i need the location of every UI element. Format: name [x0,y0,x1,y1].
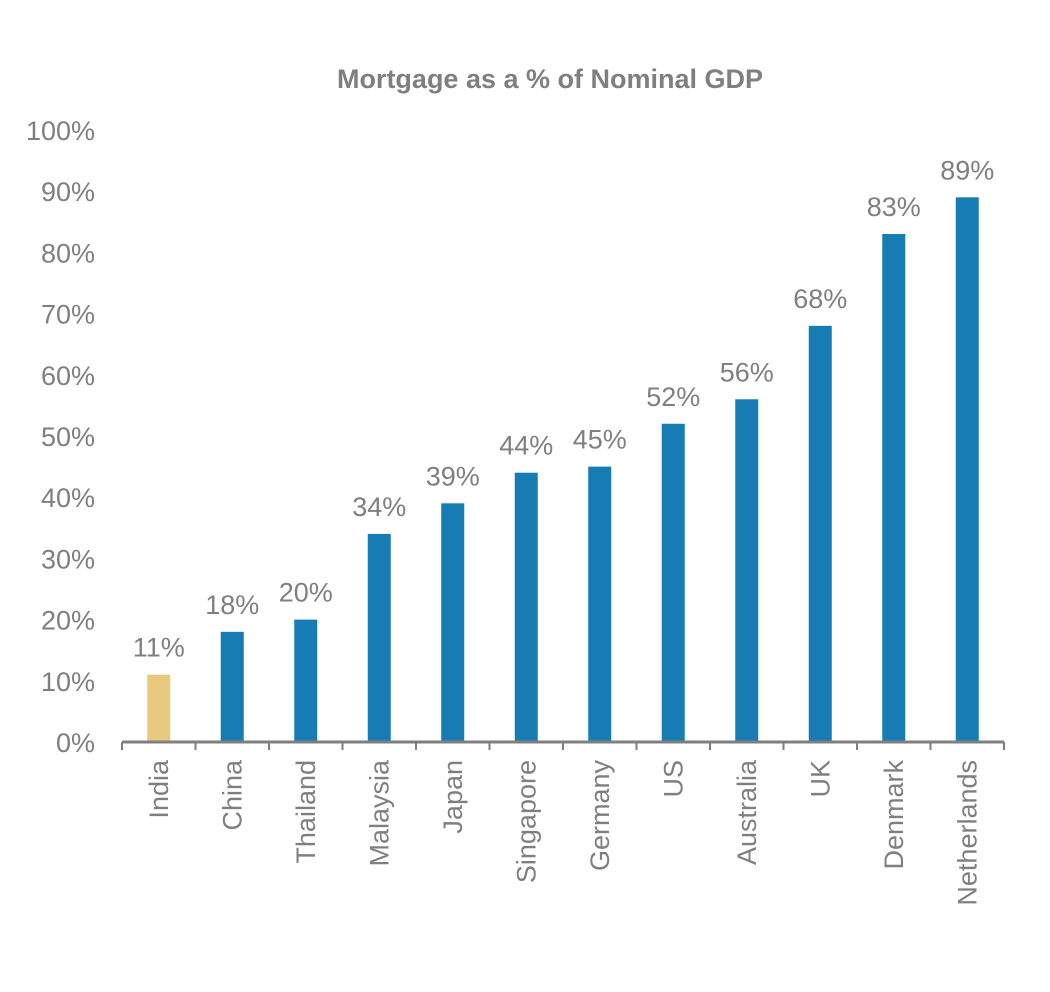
y-tick-label: 20% [41,606,95,636]
x-ticks-group [121,742,1005,750]
bar-india [147,674,171,742]
chart-title: Mortgage as a % of Nominal GDP [337,64,763,94]
data-label: 11% [133,633,185,663]
data-labels-group: 11% 18% 20% 34% 39% 44% 45% 52% 56% 68% 83% 89% [133,155,995,662]
bars-group [147,197,979,743]
bar-netherlands [955,197,979,742]
data-label: 89% [940,155,994,185]
x-tick-label: UK [806,760,836,798]
y-tick-label: 40% [41,483,95,513]
y-tick-label: 60% [41,361,95,391]
x-tick-label: Germany [585,760,615,872]
bar-denmark [882,234,906,743]
x-tick-label: Japan [438,760,468,834]
bar-singapore [514,472,538,742]
bar-thailand [294,619,318,742]
data-label: 56% [720,357,774,387]
x-axis-labels-group: India China Thailand Malaysia Japan Singapore… [144,759,983,906]
x-tick-label: Malaysia [365,759,395,867]
x-tick-label: Denmark [879,760,909,870]
data-label: 39% [426,461,480,491]
x-tick-label: US [659,760,689,798]
y-tick-label: 70% [41,300,95,330]
y-tick-label: 100% [26,116,95,146]
y-tick-label: 0% [56,728,95,758]
x-tick-label: Netherlands [953,760,983,906]
data-label: 18% [205,590,259,620]
data-label: 83% [867,192,921,222]
bar-us [661,423,685,742]
data-label: 20% [279,578,333,608]
bar-japan [441,503,465,742]
x-tick-label: Singapore [512,760,542,883]
data-label: 52% [646,382,700,412]
bar-uk [808,325,832,742]
data-label: 34% [352,492,406,522]
bar-australia [735,399,759,742]
data-label: 45% [573,425,627,455]
bar-germany [588,466,612,742]
data-label: 44% [499,431,553,461]
data-label: 68% [793,284,847,314]
y-tick-label: 80% [41,238,95,268]
y-tick-label: 30% [41,544,95,574]
y-tick-label: 10% [41,667,95,697]
y-tick-label: 50% [41,422,95,452]
bar-china [220,631,244,742]
x-tick-label: China [218,759,248,831]
x-tick-label: India [144,759,174,819]
y-tick-label: 90% [41,177,95,207]
x-tick-label: Australia [732,759,762,865]
bar-malaysia [367,533,391,742]
x-tick-label: Thailand [291,760,321,864]
y-axis: 0% 10% 20% 30% 40% 50% 60% 70% 80% 90% 100% [26,116,95,758]
